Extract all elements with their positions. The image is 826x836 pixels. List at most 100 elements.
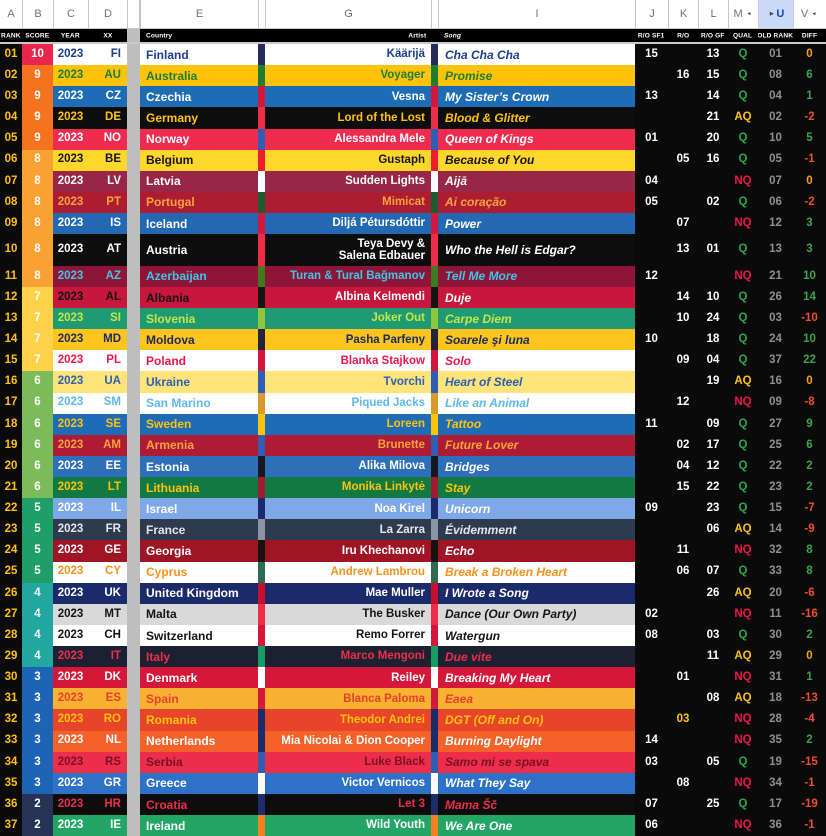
cell-ro-gf[interactable] bbox=[698, 667, 728, 689]
cell-artist[interactable]: Wild Youth bbox=[265, 815, 431, 836]
cell-score[interactable]: 4 bbox=[22, 646, 53, 668]
cell-ro[interactable] bbox=[668, 191, 698, 213]
cell-qual[interactable]: Q bbox=[728, 350, 758, 372]
cell-artist[interactable]: Victor Vernicos bbox=[265, 772, 431, 794]
cell-xx[interactable]: IL bbox=[88, 498, 127, 520]
column-header-artist[interactable]: G bbox=[265, 0, 431, 28]
cell-artist[interactable]: Marco Mengoni bbox=[265, 646, 431, 668]
cell-score[interactable]: 3 bbox=[22, 730, 53, 752]
cell-country[interactable]: Albania bbox=[140, 286, 258, 309]
cell-old-rank[interactable]: 08 bbox=[758, 65, 793, 87]
cell-score[interactable]: 10 bbox=[22, 44, 53, 66]
cell-old-rank[interactable]: 36 bbox=[758, 815, 793, 836]
cell-xx[interactable]: DK bbox=[88, 667, 127, 689]
cell-ro[interactable] bbox=[668, 329, 698, 351]
cell-year[interactable]: 2023 bbox=[53, 265, 88, 287]
cell-xx[interactable]: CH bbox=[88, 624, 127, 647]
cell-qual[interactable]: NQ bbox=[728, 170, 758, 192]
cell-qual[interactable]: NQ bbox=[728, 603, 758, 625]
cell-ro-gf[interactable]: 09 bbox=[698, 413, 728, 435]
cell-xx[interactable]: SE bbox=[88, 413, 127, 435]
cell-ro[interactable]: 06 bbox=[668, 561, 698, 583]
cell-qual[interactable]: NQ bbox=[728, 709, 758, 731]
cell-old-rank[interactable]: 07 bbox=[758, 170, 793, 192]
cell-song[interactable]: Dance (Our Own Party) bbox=[438, 603, 635, 625]
column-header-old_rank[interactable]: ▶ U bbox=[758, 0, 793, 28]
cell-song[interactable]: I Wrote a Song bbox=[438, 582, 635, 604]
cell-artist[interactable]: La Zarra bbox=[265, 519, 431, 541]
cell-ro-gf[interactable] bbox=[698, 815, 728, 836]
cell-diff[interactable]: 8 bbox=[793, 561, 826, 583]
cell-artist[interactable]: Sudden Lights bbox=[265, 170, 431, 192]
cell-ro[interactable] bbox=[668, 170, 698, 192]
cell-rank[interactable]: 14 bbox=[0, 329, 22, 351]
cell-song[interactable]: Heart of Steel bbox=[438, 371, 635, 393]
cell-rank[interactable]: 31 bbox=[0, 688, 22, 710]
cell-year[interactable]: 2023 bbox=[53, 65, 88, 87]
cell-ro-gf[interactable]: 05 bbox=[698, 751, 728, 773]
cell-ro[interactable]: 15 bbox=[668, 477, 698, 499]
cell-diff[interactable]: 2 bbox=[793, 730, 826, 752]
cell-ro-sf1[interactable]: 05 bbox=[635, 191, 668, 213]
cell-year[interactable]: 2023 bbox=[53, 329, 88, 351]
cell-diff[interactable]: 5 bbox=[793, 128, 826, 150]
cell-ro-sf1[interactable]: 10 bbox=[635, 329, 668, 351]
cell-xx[interactable]: GE bbox=[88, 540, 127, 562]
cell-qual[interactable]: NQ bbox=[728, 265, 758, 287]
cell-year[interactable]: 2023 bbox=[53, 191, 88, 213]
cell-ro-sf1[interactable] bbox=[635, 455, 668, 478]
cell-year[interactable]: 2023 bbox=[53, 815, 88, 836]
cell-qual[interactable]: Q bbox=[728, 455, 758, 478]
cell-country[interactable]: Latvia bbox=[140, 170, 258, 192]
cell-ro[interactable] bbox=[668, 793, 698, 816]
cell-year[interactable]: 2023 bbox=[53, 751, 88, 773]
cell-country[interactable]: Sweden bbox=[140, 413, 258, 435]
cell-ro[interactable]: 07 bbox=[668, 213, 698, 235]
cell-diff[interactable]: -2 bbox=[793, 107, 826, 129]
cell-ro-sf1[interactable]: 06 bbox=[635, 815, 668, 836]
cell-ro[interactable]: 08 bbox=[668, 772, 698, 794]
cell-ro-sf1[interactable] bbox=[635, 434, 668, 456]
cell-ro-sf1[interactable]: 11 bbox=[635, 413, 668, 435]
frozen-label-old_rank[interactable]: OLD RANK bbox=[758, 29, 793, 42]
cell-diff[interactable]: -2 bbox=[793, 191, 826, 213]
cell-artist[interactable]: Blanca Paloma bbox=[265, 688, 431, 710]
frozen-label-country[interactable]: Country bbox=[140, 29, 258, 42]
cell-qual[interactable]: Q bbox=[728, 413, 758, 435]
cell-score[interactable]: 3 bbox=[22, 709, 53, 731]
cell-ro-gf[interactable]: 10 bbox=[698, 286, 728, 309]
cell-song[interactable]: Aijā bbox=[438, 170, 635, 192]
cell-rank[interactable]: 16 bbox=[0, 371, 22, 393]
cell-xx[interactable]: SI bbox=[88, 308, 127, 330]
cell-rank[interactable]: 04 bbox=[0, 107, 22, 129]
cell-qual[interactable]: AQ bbox=[728, 688, 758, 710]
cell-diff[interactable]: 1 bbox=[793, 86, 826, 108]
cell-ro-gf[interactable]: 13 bbox=[698, 44, 728, 66]
cell-ro-sf1[interactable] bbox=[635, 392, 668, 414]
cell-ro[interactable]: 01 bbox=[668, 667, 698, 689]
cell-rank[interactable]: 22 bbox=[0, 498, 22, 520]
cell-rank[interactable]: 18 bbox=[0, 413, 22, 435]
cell-song[interactable]: Due vite bbox=[438, 646, 635, 668]
cell-artist[interactable]: The Busker bbox=[265, 603, 431, 625]
cell-xx[interactable]: IE bbox=[88, 815, 127, 836]
cell-rank[interactable]: 25 bbox=[0, 561, 22, 583]
cell-score[interactable]: 3 bbox=[22, 688, 53, 710]
cell-old-rank[interactable]: 17 bbox=[758, 793, 793, 816]
cell-rank[interactable]: 26 bbox=[0, 582, 22, 604]
cell-diff[interactable]: 22 bbox=[793, 350, 826, 372]
cell-score[interactable]: 7 bbox=[22, 350, 53, 372]
cell-ro[interactable] bbox=[668, 371, 698, 393]
cell-score[interactable]: 5 bbox=[22, 540, 53, 562]
cell-xx[interactable]: EE bbox=[88, 455, 127, 478]
cell-year[interactable]: 2023 bbox=[53, 519, 88, 541]
cell-rank[interactable]: 23 bbox=[0, 519, 22, 541]
frozen-label-qual[interactable]: QUAL bbox=[728, 29, 758, 42]
cell-xx[interactable]: AM bbox=[88, 434, 127, 456]
cell-song[interactable]: Cha Cha Cha bbox=[438, 44, 635, 66]
cell-year[interactable]: 2023 bbox=[53, 730, 88, 752]
cell-year[interactable]: 2023 bbox=[53, 624, 88, 647]
cell-ro[interactable]: 04 bbox=[668, 455, 698, 478]
cell-ro[interactable]: 09 bbox=[668, 350, 698, 372]
cell-year[interactable]: 2023 bbox=[53, 540, 88, 562]
